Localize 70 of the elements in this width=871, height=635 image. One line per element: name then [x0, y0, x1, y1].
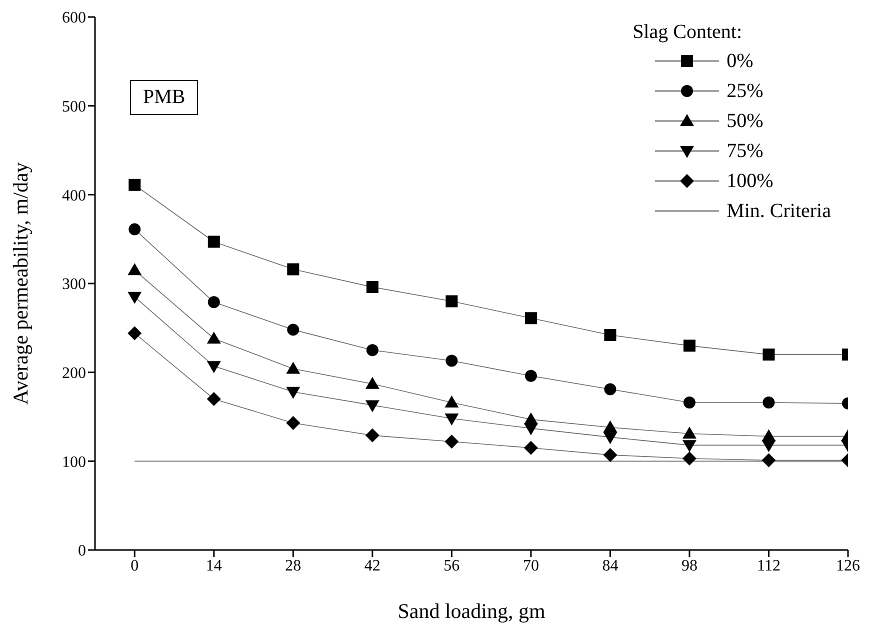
y-tick-label: 100 — [62, 454, 86, 471]
x-tick-label: 112 — [757, 557, 780, 574]
point — [128, 292, 142, 304]
point — [128, 263, 142, 276]
x-tick-label: 126 — [836, 557, 860, 574]
y-tick-label: 600 — [62, 10, 86, 27]
point — [762, 440, 776, 452]
x-axis-title: Sand loading, gm — [398, 599, 546, 623]
point — [286, 386, 300, 399]
x-tick-label: 56 — [444, 557, 460, 574]
x-tick-label: 28 — [285, 557, 302, 574]
point — [365, 376, 380, 389]
point — [128, 223, 141, 236]
x-tick-label: 98 — [681, 557, 698, 574]
point — [524, 440, 538, 455]
y-tick-label: 500 — [62, 98, 86, 116]
point — [206, 361, 221, 374]
point — [444, 434, 459, 449]
point — [762, 396, 775, 409]
legend-label: 75% — [726, 140, 764, 162]
x-tick-label: 70 — [522, 557, 539, 574]
x-tick-label: 14 — [206, 557, 222, 574]
point — [287, 324, 300, 336]
point — [762, 453, 776, 468]
point — [683, 340, 696, 352]
point — [128, 178, 141, 191]
y-axis-title: Average permeability, m/day — [8, 162, 32, 405]
point — [444, 396, 459, 408]
legend-label: Min. Criteria — [726, 200, 831, 222]
point — [365, 400, 380, 412]
legend-title: Slag Content: — [632, 21, 744, 44]
point — [366, 344, 378, 356]
legend-label: 25% — [726, 80, 764, 102]
point — [604, 329, 616, 342]
point — [524, 370, 537, 382]
x-tick-label: 0 — [130, 557, 139, 574]
x-tick-label: 42 — [364, 557, 380, 574]
point — [208, 236, 220, 248]
point — [444, 414, 459, 426]
point — [286, 362, 300, 374]
y-tick-label: 400 — [62, 187, 86, 204]
point — [286, 416, 300, 430]
legend-label: 0% — [726, 50, 754, 72]
point — [287, 263, 300, 276]
point — [128, 326, 142, 340]
point — [682, 452, 696, 466]
point — [446, 354, 458, 367]
point — [603, 420, 618, 432]
point — [206, 392, 221, 406]
point — [682, 440, 696, 452]
legend-label: 50% — [726, 110, 764, 132]
point — [208, 296, 220, 308]
legend-label: 100% — [726, 170, 774, 192]
annotation: PMB — [130, 80, 198, 115]
point — [682, 426, 696, 439]
point — [524, 312, 537, 324]
x-tick-label: 84 — [602, 557, 618, 574]
point — [206, 332, 221, 344]
y-tick-label: 300 — [62, 276, 86, 294]
point — [762, 348, 775, 361]
point — [603, 448, 618, 462]
point — [603, 432, 618, 444]
y-tick-label: 200 — [62, 365, 86, 382]
point — [446, 295, 458, 308]
point — [604, 383, 616, 396]
point — [683, 396, 696, 409]
point — [524, 423, 538, 436]
point — [365, 428, 380, 442]
point — [366, 281, 378, 294]
y-tick-label: 0 — [78, 542, 86, 560]
